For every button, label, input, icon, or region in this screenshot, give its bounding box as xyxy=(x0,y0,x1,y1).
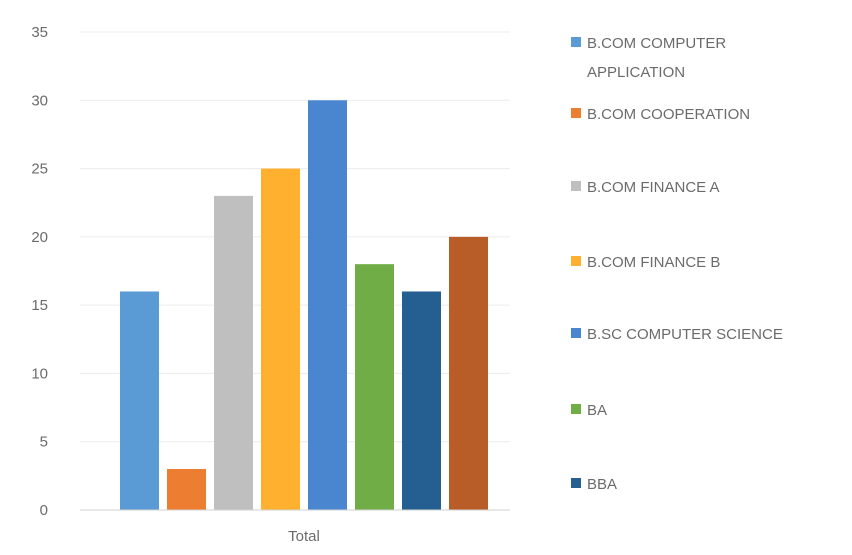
legend-label: B.COM COOPERATION xyxy=(587,106,750,123)
legend-item: B.COM COMPUTER APPLICATION xyxy=(571,35,726,81)
bar-1 xyxy=(120,291,159,510)
y-tick-label: 35 xyxy=(31,24,48,41)
legend-label: BBA xyxy=(587,476,617,493)
legend-label: B.SC COMPUTER SCIENCE xyxy=(587,326,783,343)
legend-swatch xyxy=(571,256,581,266)
bars xyxy=(120,100,488,511)
legend-label: BA xyxy=(587,402,607,419)
bar-4 xyxy=(261,168,300,511)
legend-swatch xyxy=(571,404,581,414)
y-tick-label: 30 xyxy=(31,92,48,109)
legend-item: BBA xyxy=(571,476,617,493)
legend-label: B.COM COMPUTER xyxy=(587,35,726,52)
legend-item: B.COM FINANCE B xyxy=(571,254,720,271)
bar-7 xyxy=(402,291,441,510)
legend: B.COM COMPUTER APPLICATION B.COM COOPERATI… xyxy=(571,35,783,493)
y-tick-label: 10 xyxy=(31,365,48,382)
legend-label: B.COM FINANCE A xyxy=(587,179,720,196)
legend-swatch xyxy=(571,478,581,488)
legend-swatch xyxy=(571,181,581,191)
y-tick-label: 0 xyxy=(40,502,48,519)
legend-swatch xyxy=(571,37,581,47)
legend-item: B.COM FINANCE A xyxy=(571,179,720,196)
y-tick-label: 20 xyxy=(31,229,48,246)
legend-item: BA xyxy=(571,402,607,419)
bar-8 xyxy=(449,236,488,510)
legend-label: B.COM FINANCE B xyxy=(587,254,720,271)
y-tick-label: 5 xyxy=(40,434,48,451)
y-axis-ticks: 0 5 10 15 20 25 30 35 xyxy=(31,24,48,519)
x-category-label: Total xyxy=(288,528,320,545)
y-tick-label: 15 xyxy=(31,297,48,314)
legend-swatch xyxy=(571,108,581,118)
y-tick-label: 25 xyxy=(31,161,48,178)
legend-label: APPLICATION xyxy=(587,64,685,81)
bar-2 xyxy=(167,469,206,510)
bar-5 xyxy=(308,100,347,511)
legend-item: B.SC COMPUTER SCIENCE xyxy=(571,326,783,343)
bar-6 xyxy=(355,264,394,510)
bar-3 xyxy=(214,195,253,510)
legend-item: B.COM COOPERATION xyxy=(571,106,750,123)
legend-swatch xyxy=(571,328,581,338)
